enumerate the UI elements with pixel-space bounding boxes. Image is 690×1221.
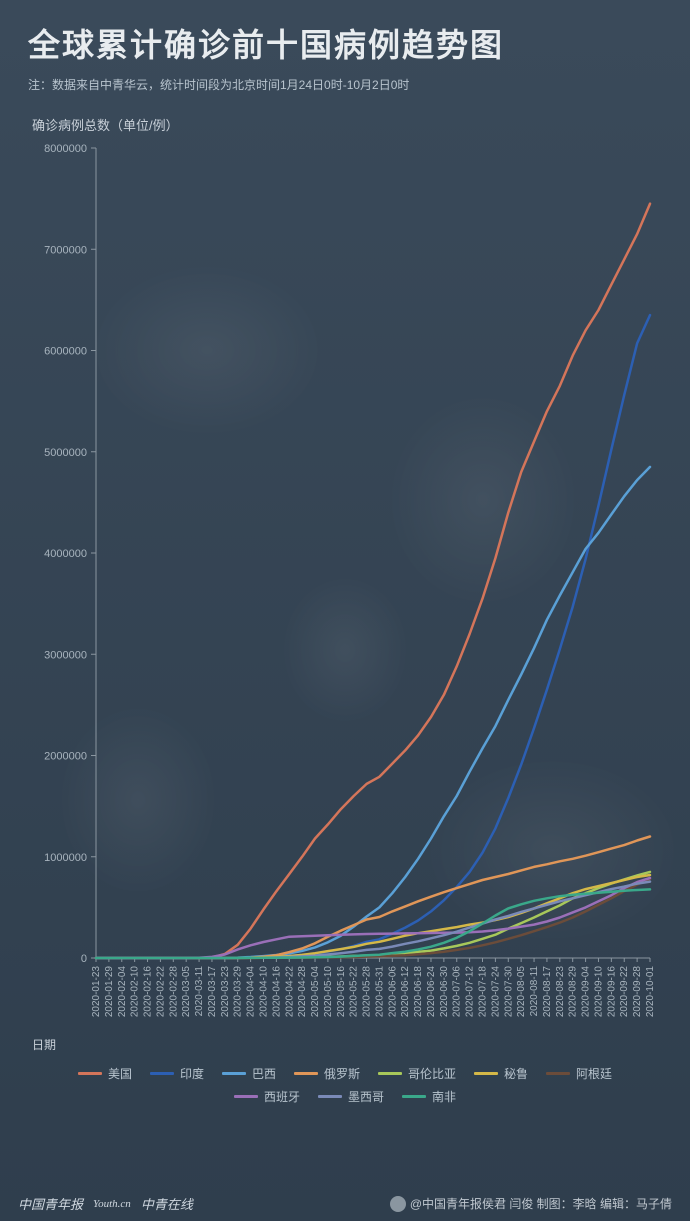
svg-text:2020-05-10: 2020-05-10: [323, 966, 334, 1018]
svg-text:2020-04-10: 2020-04-10: [258, 966, 269, 1018]
svg-text:2020-08-29: 2020-08-29: [568, 966, 579, 1018]
svg-text:1000000: 1000000: [44, 852, 87, 864]
chart-area: 0 1000000 2000000 3000000 4000000 5000000 6000…: [32, 140, 662, 1030]
page-title: 全球累计确诊前十国病例趋势图: [28, 20, 662, 66]
svg-text:2020-08-23: 2020-08-23: [555, 966, 566, 1018]
svg-text:2020-07-06: 2020-07-06: [452, 966, 463, 1018]
svg-text:2020-02-04: 2020-02-04: [117, 966, 128, 1018]
svg-text:2020-05-04: 2020-05-04: [310, 966, 321, 1018]
svg-text:2020-03-11: 2020-03-11: [194, 966, 205, 1017]
footer: 中国青年报 Youth.cn 中青在线 @中国青年报侯君 闫俊 制图：李晗 编辑…: [0, 1194, 690, 1213]
header: 全球累计确诊前十国病例趋势图 注：数据来自中青华云，统计时间段为北京时间1月24…: [0, 0, 690, 101]
svg-text:2020-06-24: 2020-06-24: [426, 966, 437, 1018]
svg-text:2020-06-18: 2020-06-18: [413, 966, 424, 1018]
svg-text:2020-02-10: 2020-02-10: [130, 966, 141, 1018]
svg-text:2020-02-28: 2020-02-28: [168, 966, 179, 1018]
svg-text:2020-10-01: 2020-10-01: [645, 966, 656, 1018]
line-chart: 0 1000000 2000000 3000000 4000000 5000000 6000…: [32, 140, 662, 1030]
footer-brands: 中国青年报 Youth.cn 中青在线: [18, 1194, 193, 1213]
svg-text:5000000: 5000000: [44, 447, 87, 459]
svg-text:2020-07-18: 2020-07-18: [478, 966, 489, 1018]
svg-text:2000000: 2000000: [44, 751, 87, 763]
svg-text:2020-08-17: 2020-08-17: [542, 966, 553, 1018]
svg-text:2020-05-28: 2020-05-28: [362, 966, 373, 1018]
svg-text:2020-03-29: 2020-03-29: [233, 966, 244, 1018]
subtitle: 注：数据来自中青华云，统计时间段为北京时间1月24日0时-10月2日0时: [28, 76, 662, 93]
svg-text:7000000: 7000000: [44, 244, 87, 256]
svg-text:2020-07-12: 2020-07-12: [465, 966, 476, 1018]
svg-text:2020-08-11: 2020-08-11: [529, 966, 540, 1017]
svg-text:3000000: 3000000: [44, 649, 87, 661]
svg-text:2020-09-10: 2020-09-10: [593, 966, 604, 1018]
svg-text:4000000: 4000000: [44, 548, 87, 560]
svg-text:2020-04-04: 2020-04-04: [246, 966, 257, 1018]
footer-credit: @中国青年报侯君 闫俊 制图：李晗 编辑：马子倩: [390, 1195, 672, 1212]
svg-text:6000000: 6000000: [44, 346, 87, 358]
svg-text:8000000: 8000000: [44, 143, 87, 155]
svg-text:2020-07-24: 2020-07-24: [490, 966, 501, 1018]
credit-text: @中国青年报侯君 闫俊 制图：李晗 编辑：马子倩: [410, 1195, 672, 1212]
svg-text:2020-06-06: 2020-06-06: [387, 966, 398, 1018]
svg-text:2020-09-04: 2020-09-04: [581, 966, 592, 1018]
svg-text:2020-09-16: 2020-09-16: [606, 966, 617, 1018]
svg-text:2020-06-12: 2020-06-12: [400, 966, 411, 1018]
svg-text:2020-01-29: 2020-01-29: [104, 966, 115, 1018]
svg-text:2020-05-22: 2020-05-22: [349, 966, 360, 1018]
svg-text:2020-03-23: 2020-03-23: [220, 966, 231, 1018]
svg-text:2020-04-28: 2020-04-28: [297, 966, 308, 1018]
svg-text:2020-07-30: 2020-07-30: [503, 966, 514, 1018]
svg-text:2020-04-16: 2020-04-16: [271, 966, 282, 1018]
svg-text:2020-03-17: 2020-03-17: [207, 966, 218, 1018]
svg-text:2020-05-31: 2020-05-31: [374, 966, 385, 1018]
svg-text:2020-05-16: 2020-05-16: [336, 966, 347, 1018]
svg-text:2020-06-30: 2020-06-30: [439, 966, 450, 1018]
svg-text:2020-09-28: 2020-09-28: [632, 966, 643, 1018]
brand-1: 中国青年报: [18, 1194, 83, 1213]
svg-text:2020-03-05: 2020-03-05: [181, 966, 192, 1018]
svg-text:2020-01-23: 2020-01-23: [91, 966, 102, 1018]
brand-3: 中青在线: [141, 1194, 193, 1213]
svg-text:2020-02-16: 2020-02-16: [143, 966, 154, 1018]
svg-text:2020-02-22: 2020-02-22: [155, 966, 166, 1018]
svg-text:0: 0: [81, 953, 87, 965]
svg-text:2020-04-22: 2020-04-22: [284, 966, 295, 1018]
weibo-icon: [390, 1196, 406, 1212]
svg-text:2020-08-05: 2020-08-05: [516, 966, 527, 1018]
brand-2: Youth.cn: [93, 1198, 131, 1210]
svg-text:2020-09-22: 2020-09-22: [619, 966, 630, 1018]
